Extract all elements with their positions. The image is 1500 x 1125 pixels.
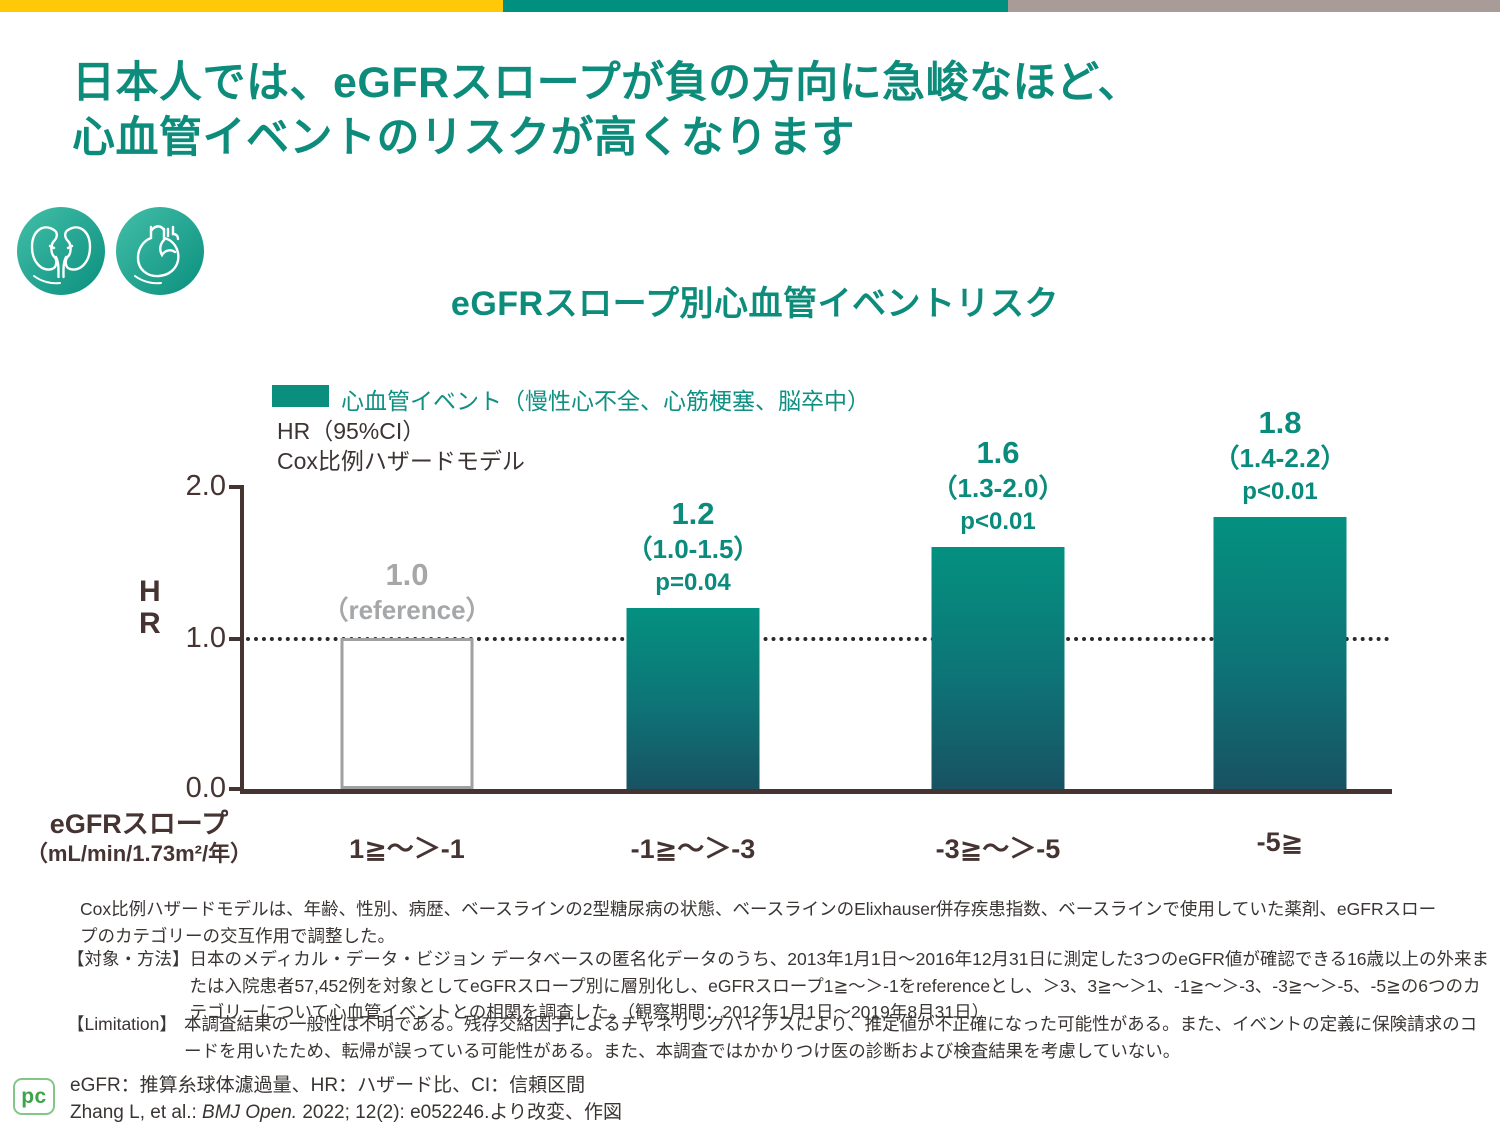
bar-group-slope-3-to-5: 1.6 （1.3-2.0） p<0.01: [848, 435, 1148, 789]
top-decor-bar: [0, 0, 1500, 12]
bar-p-value: p<0.01: [1242, 477, 1318, 505]
top-bar-yellow-segment: [0, 0, 503, 12]
footnote-limitation-label: 【Limitation】: [67, 1014, 177, 1034]
citation-journal: BMJ Open.: [202, 1102, 298, 1123]
x-axis-unit: （mL/min/1.73m²/年）: [25, 841, 253, 867]
bar-value-labels: 1.2 （1.0-1.5） p=0.04: [543, 495, 843, 598]
bar-ci-range: （1.0-1.5）: [626, 533, 760, 564]
x-axis-title: eGFRスロープ （mL/min/1.73m²/年）: [8, 808, 270, 868]
footnote-methods-text: 日本のメディカル・データ・ビジョン データベースの匿名化データのうち、2013年…: [189, 949, 1490, 1023]
abbreviations-line: eGFR：推算糸球体濾過量、HR：ハザード比、CI：信頼区間: [70, 1075, 586, 1096]
bar-rect: [931, 547, 1065, 789]
bar-group-slope-1-to-3: 1.2 （1.0-1.5） p=0.04: [543, 479, 843, 789]
citation-line: Zhang L, et al.: BMJ Open. 2022; 12(2): …: [70, 1097, 622, 1124]
bar-hr-value: 1.2: [671, 495, 715, 531]
bar-group-reference: 1.0 （reference）: [257, 479, 557, 789]
y-tickmark-0-0: [229, 787, 241, 791]
y-tick-0-0: 0.0: [185, 772, 226, 804]
heart-icon: [116, 207, 204, 295]
bar-group-slope-over-5: 1.8 （1.4-2.2） p<0.01: [1130, 405, 1430, 789]
legend-swatch: [272, 385, 329, 407]
bar-rect: [626, 608, 760, 789]
top-bar-teal-segment: [503, 0, 1008, 12]
y-axis-label-hr: H R: [139, 575, 161, 640]
kidneys-icon: [17, 207, 105, 295]
y-tick-2-0: 2.0: [185, 470, 226, 502]
y-tickmark-2-0: [229, 485, 241, 489]
pc-logo: pc: [13, 1078, 55, 1115]
footnote-methods: 【対象・方法】 日本のメディカル・データ・ビジョン データベースの匿名化データの…: [67, 946, 1493, 1026]
page-title-line-2: 心血管イベントのリスクが高くなります: [72, 114, 855, 163]
bar-hr-value: 1.6: [976, 434, 1020, 470]
x-axis-title-text: eGFRスロープ: [49, 809, 229, 839]
footnote-methods-label: 【対象・方法】: [67, 949, 190, 969]
bar-rect: [1213, 517, 1347, 789]
legend-label: 心血管イベント（慢性心不全、心筋梗塞、脳卒中）: [341, 388, 870, 414]
chart-subtitle-cox-model: Cox比例ハザードモデル: [277, 448, 525, 474]
top-bar-gray-segment: [1008, 0, 1500, 12]
category-label-4: -5≧: [1256, 827, 1304, 857]
footnote-limitation-text: 本調査結果の一般性は不明である。残存交絡因子によるチャネリングバイアスにより、推…: [184, 1014, 1478, 1061]
page-title: 日本人では、eGFRスロープが負の方向に急峻なほど、 心血管イベントのリスクが高…: [72, 56, 1141, 166]
bar-value-labels: 1.8 （1.4-2.2） p<0.01: [1130, 404, 1430, 507]
category-label-3: -3≧〜＞-5: [935, 834, 1061, 864]
bar-value-labels: 1.0 （reference）: [257, 556, 557, 628]
reference-dotted-line: [246, 637, 1390, 641]
category-label-1: 1≧〜＞-1: [349, 834, 465, 864]
footnote-adjustment: Cox比例ハザードモデルは、年齢、性別、病歴、ベースラインの2型糖尿病の状態、ベ…: [80, 899, 1437, 946]
bar-ci-range: （reference）: [322, 594, 492, 625]
x-axis-line: [240, 789, 1392, 794]
organ-icons: [16, 206, 205, 296]
footnote-limitation: 【Limitation】 本調査結果の一般性は不明である。残存交絡因子によるチャ…: [67, 1011, 1493, 1064]
citation-authors: Zhang L, et al.:: [70, 1102, 203, 1123]
page-title-line-1: 日本人では、eGFRスロープが負の方向に急峻なほど、: [72, 59, 1141, 107]
category-label-2: -1≧〜＞-3: [630, 834, 756, 864]
bar-hr-value: 1.8: [1258, 404, 1302, 440]
bar-value-labels: 1.6 （1.3-2.0） p<0.01: [848, 434, 1148, 537]
citation-details: 2022; 12(2): e052246.より改変、作図: [297, 1102, 622, 1123]
y-tickmark-1-0: [229, 637, 241, 641]
bar-rect-reference: [340, 638, 474, 789]
bar-hr-value: 1.0: [385, 556, 429, 592]
chart-title: eGFRスロープ別心血管イベントリスク: [450, 285, 1060, 323]
bar-ci-range: （1.3-2.0）: [931, 472, 1065, 503]
bar-ci-range: （1.4-2.2）: [1213, 442, 1347, 473]
y-tick-1-0: 1.0: [185, 622, 226, 654]
bar-p-value: p=0.04: [655, 568, 731, 596]
bar-p-value: p<0.01: [960, 507, 1036, 535]
chart-subtitle-hr-ci: HR（95%CI）: [277, 418, 426, 444]
y-axis-line: [240, 485, 244, 793]
